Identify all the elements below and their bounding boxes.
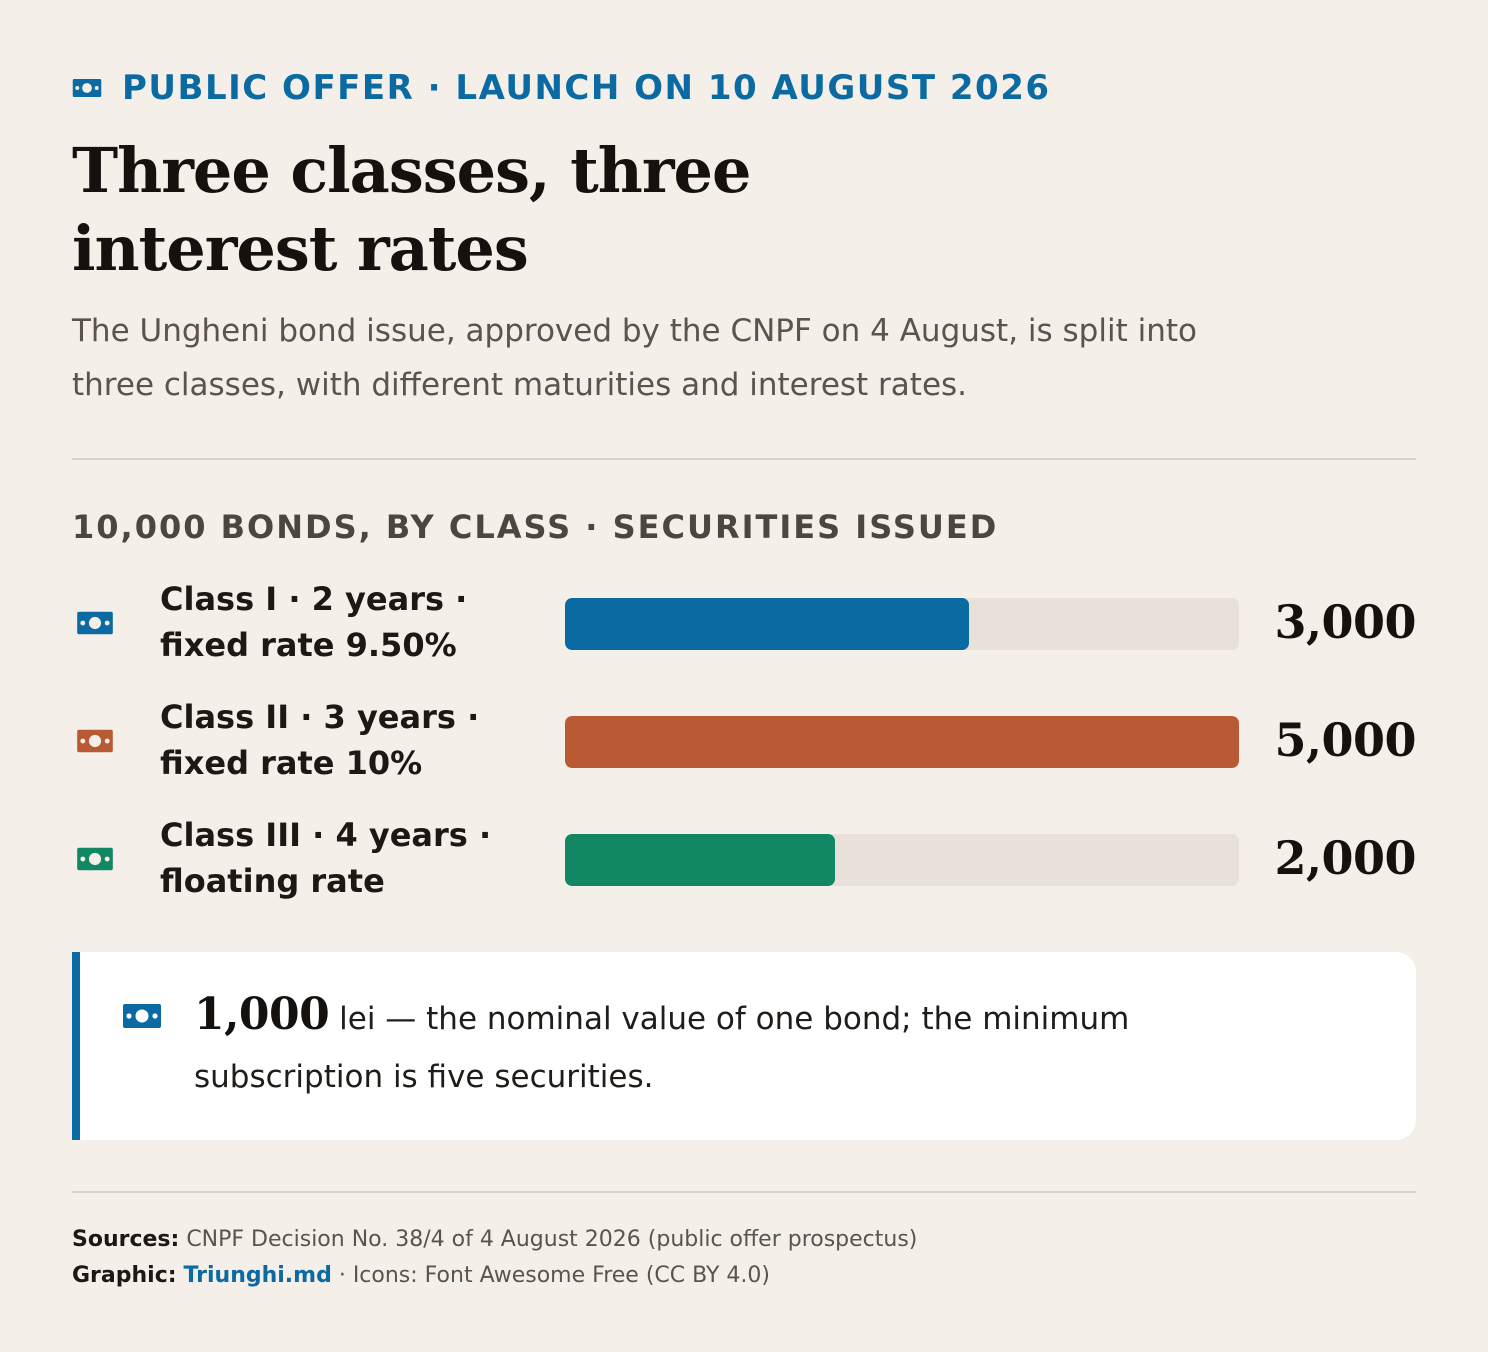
footer: Sources: CNPF Decision No. 38/4 of 4 Aug…	[72, 1222, 1416, 1294]
bar	[565, 598, 970, 650]
bar-track	[565, 834, 1239, 886]
footer-graphic: Graphic: Triunghi.md · Icons: Font Aweso…	[72, 1258, 1416, 1294]
sources-text: CNPF Decision No. 38/4 of 4 August 2026 …	[179, 1227, 918, 1252]
bar-label: Class II · 3 years · fixed rate 10%	[160, 698, 480, 782]
nominal-value-callout: 1,000 lei — the nominal value of one bon…	[72, 952, 1416, 1140]
graphic-label: Graphic:	[72, 1263, 177, 1288]
callout-text: 1,000 lei — the nominal value of one bon…	[194, 986, 1294, 1106]
bar-label: Class III · 4 years · floating rate	[160, 816, 492, 900]
bar	[565, 716, 1239, 768]
callout-number: 1,000	[194, 989, 330, 1040]
top-divider	[72, 458, 1416, 460]
bar-label: Class I · 2 years · fixed rate 9.50%	[160, 580, 468, 664]
bar-value-label: 5,000	[1274, 713, 1416, 767]
money-bill-icon	[77, 847, 113, 871]
bar-track	[565, 598, 1239, 650]
headline: Three classes, three interest rates	[72, 134, 751, 285]
bar-value-label: 3,000	[1274, 595, 1416, 649]
graphic-credit-rest: · Icons: Font Awesome Free (CC BY 4.0)	[331, 1263, 771, 1288]
dek: The Ungheni bond issue, approved by the …	[72, 313, 1197, 403]
bar	[565, 834, 835, 886]
kicker: PUBLIC OFFER · LAUNCH ON 10 AUGUST 2026	[72, 68, 1051, 108]
money-bill-icon	[72, 79, 102, 97]
bar-track	[565, 716, 1239, 768]
infographic: PUBLIC OFFER · LAUNCH ON 10 AUGUST 2026 …	[72, 0, 1416, 1352]
money-bill-icon	[123, 1004, 161, 1028]
money-bill-icon	[77, 611, 113, 635]
graphic-credit-link[interactable]: Triunghi.md	[183, 1263, 332, 1288]
bar-row: Class I · 2 years · fixed rate 9.50% 3,00…	[72, 570, 1416, 680]
bar-chart: Class I · 2 years · fixed rate 9.50% 3,00…	[72, 570, 1416, 920]
sources-label: Sources:	[72, 1227, 180, 1252]
money-bill-icon	[77, 729, 113, 753]
bottom-divider	[72, 1191, 1416, 1193]
chart-title: 10,000 BONDS, BY CLASS · SECURITIES ISSU…	[72, 508, 999, 546]
callout-description: lei — the nominal value of one bond; the…	[194, 1001, 1130, 1095]
footer-sources: Sources: CNPF Decision No. 38/4 of 4 Aug…	[72, 1222, 1416, 1258]
bar-value-label: 2,000	[1274, 831, 1416, 885]
callout-accent-bar	[72, 952, 80, 1140]
bar-row: Class III · 4 years · floating rate 2,000	[72, 806, 1416, 916]
kicker-text: PUBLIC OFFER · LAUNCH ON 10 AUGUST 2026	[122, 68, 1051, 108]
bar-row: Class II · 3 years · fixed rate 10% 5,000	[72, 688, 1416, 798]
